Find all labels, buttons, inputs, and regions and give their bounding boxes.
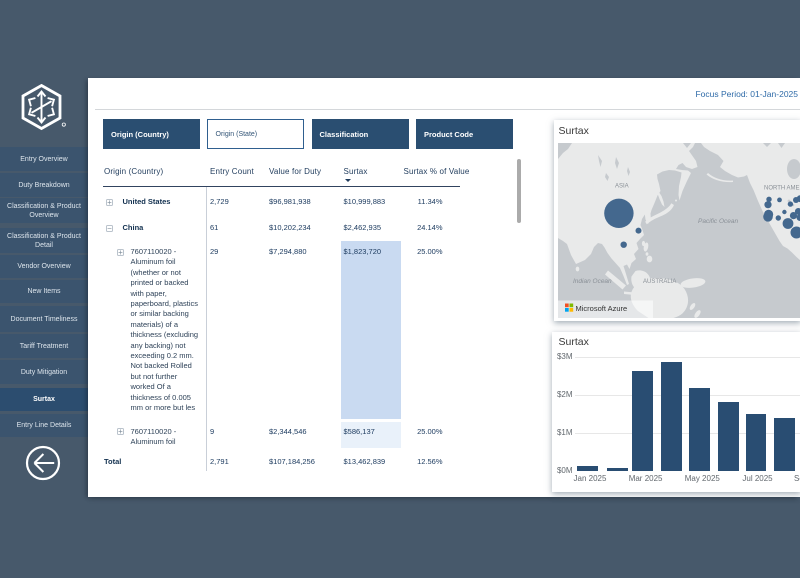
svg-text:ASIA: ASIA bbox=[615, 183, 629, 189]
svg-text:Pacific Ocean: Pacific Ocean bbox=[698, 218, 738, 225]
svg-text:AUSTRALIA: AUSTRALIA bbox=[643, 279, 676, 285]
svg-text:Microsoft Azure: Microsoft Azure bbox=[575, 304, 627, 313]
svg-text:Indian Ocean: Indian Ocean bbox=[573, 278, 612, 285]
svg-text:NORTH AMERICA: NORTH AMERICA bbox=[764, 185, 800, 191]
